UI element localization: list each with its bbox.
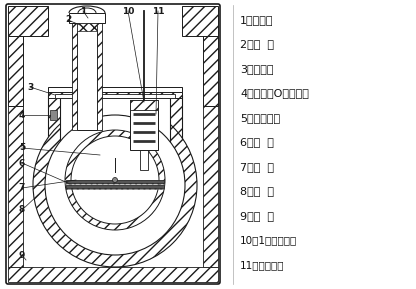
Text: 10、1号真空泵油: 10、1号真空泵油 bbox=[240, 236, 297, 245]
Bar bbox=[130, 100, 158, 110]
Text: 3: 3 bbox=[27, 82, 33, 92]
Bar bbox=[8, 6, 48, 36]
Text: 2、滤  网: 2、滤 网 bbox=[240, 40, 274, 49]
Text: 4、进气和O形密封圈: 4、进气和O形密封圈 bbox=[240, 88, 309, 99]
Text: 2: 2 bbox=[65, 16, 71, 25]
Bar bbox=[48, 87, 182, 95]
Bar bbox=[8, 267, 218, 282]
Bar bbox=[55, 94, 175, 98]
Bar bbox=[50, 110, 57, 120]
Text: 8: 8 bbox=[19, 205, 25, 214]
Bar bbox=[203, 36, 218, 106]
Bar bbox=[140, 150, 148, 170]
FancyBboxPatch shape bbox=[6, 4, 220, 284]
Text: 8、泵  身: 8、泵 身 bbox=[240, 186, 274, 197]
Bar bbox=[69, 13, 105, 23]
Circle shape bbox=[33, 103, 197, 267]
Bar bbox=[66, 179, 164, 188]
Circle shape bbox=[112, 177, 117, 182]
Bar bbox=[60, 95, 170, 185]
Text: 4: 4 bbox=[19, 110, 25, 119]
Bar bbox=[182, 6, 218, 36]
Text: 7、转  子: 7、转 子 bbox=[240, 162, 274, 172]
Bar bbox=[203, 106, 218, 267]
Text: 11、排气阀片: 11、排气阀片 bbox=[240, 260, 285, 270]
Text: 1: 1 bbox=[80, 6, 86, 16]
Circle shape bbox=[71, 136, 159, 224]
Circle shape bbox=[65, 130, 165, 230]
Bar bbox=[48, 92, 182, 98]
Text: 6: 6 bbox=[19, 158, 25, 168]
Bar bbox=[130, 100, 158, 150]
Bar bbox=[8, 106, 23, 267]
Bar bbox=[77, 23, 97, 31]
Text: 1、进气和: 1、进气和 bbox=[240, 15, 273, 25]
Circle shape bbox=[45, 115, 185, 255]
Text: 10: 10 bbox=[122, 6, 134, 16]
Text: 6、旋  片: 6、旋 片 bbox=[240, 138, 274, 147]
Text: 5: 5 bbox=[19, 144, 25, 153]
Bar bbox=[66, 185, 164, 188]
Text: 3、挡油板: 3、挡油板 bbox=[240, 64, 273, 74]
Text: 7: 7 bbox=[19, 184, 25, 192]
Bar bbox=[48, 95, 182, 187]
Bar bbox=[97, 23, 102, 130]
Bar bbox=[66, 179, 164, 182]
Bar bbox=[77, 30, 97, 130]
Text: 11: 11 bbox=[152, 6, 164, 16]
Bar bbox=[72, 23, 77, 130]
Bar bbox=[8, 36, 23, 106]
Text: 5、旋片弹簧: 5、旋片弹簧 bbox=[240, 113, 280, 123]
Text: 9、油  筱: 9、油 筱 bbox=[240, 211, 274, 221]
Text: 9: 9 bbox=[19, 251, 25, 260]
